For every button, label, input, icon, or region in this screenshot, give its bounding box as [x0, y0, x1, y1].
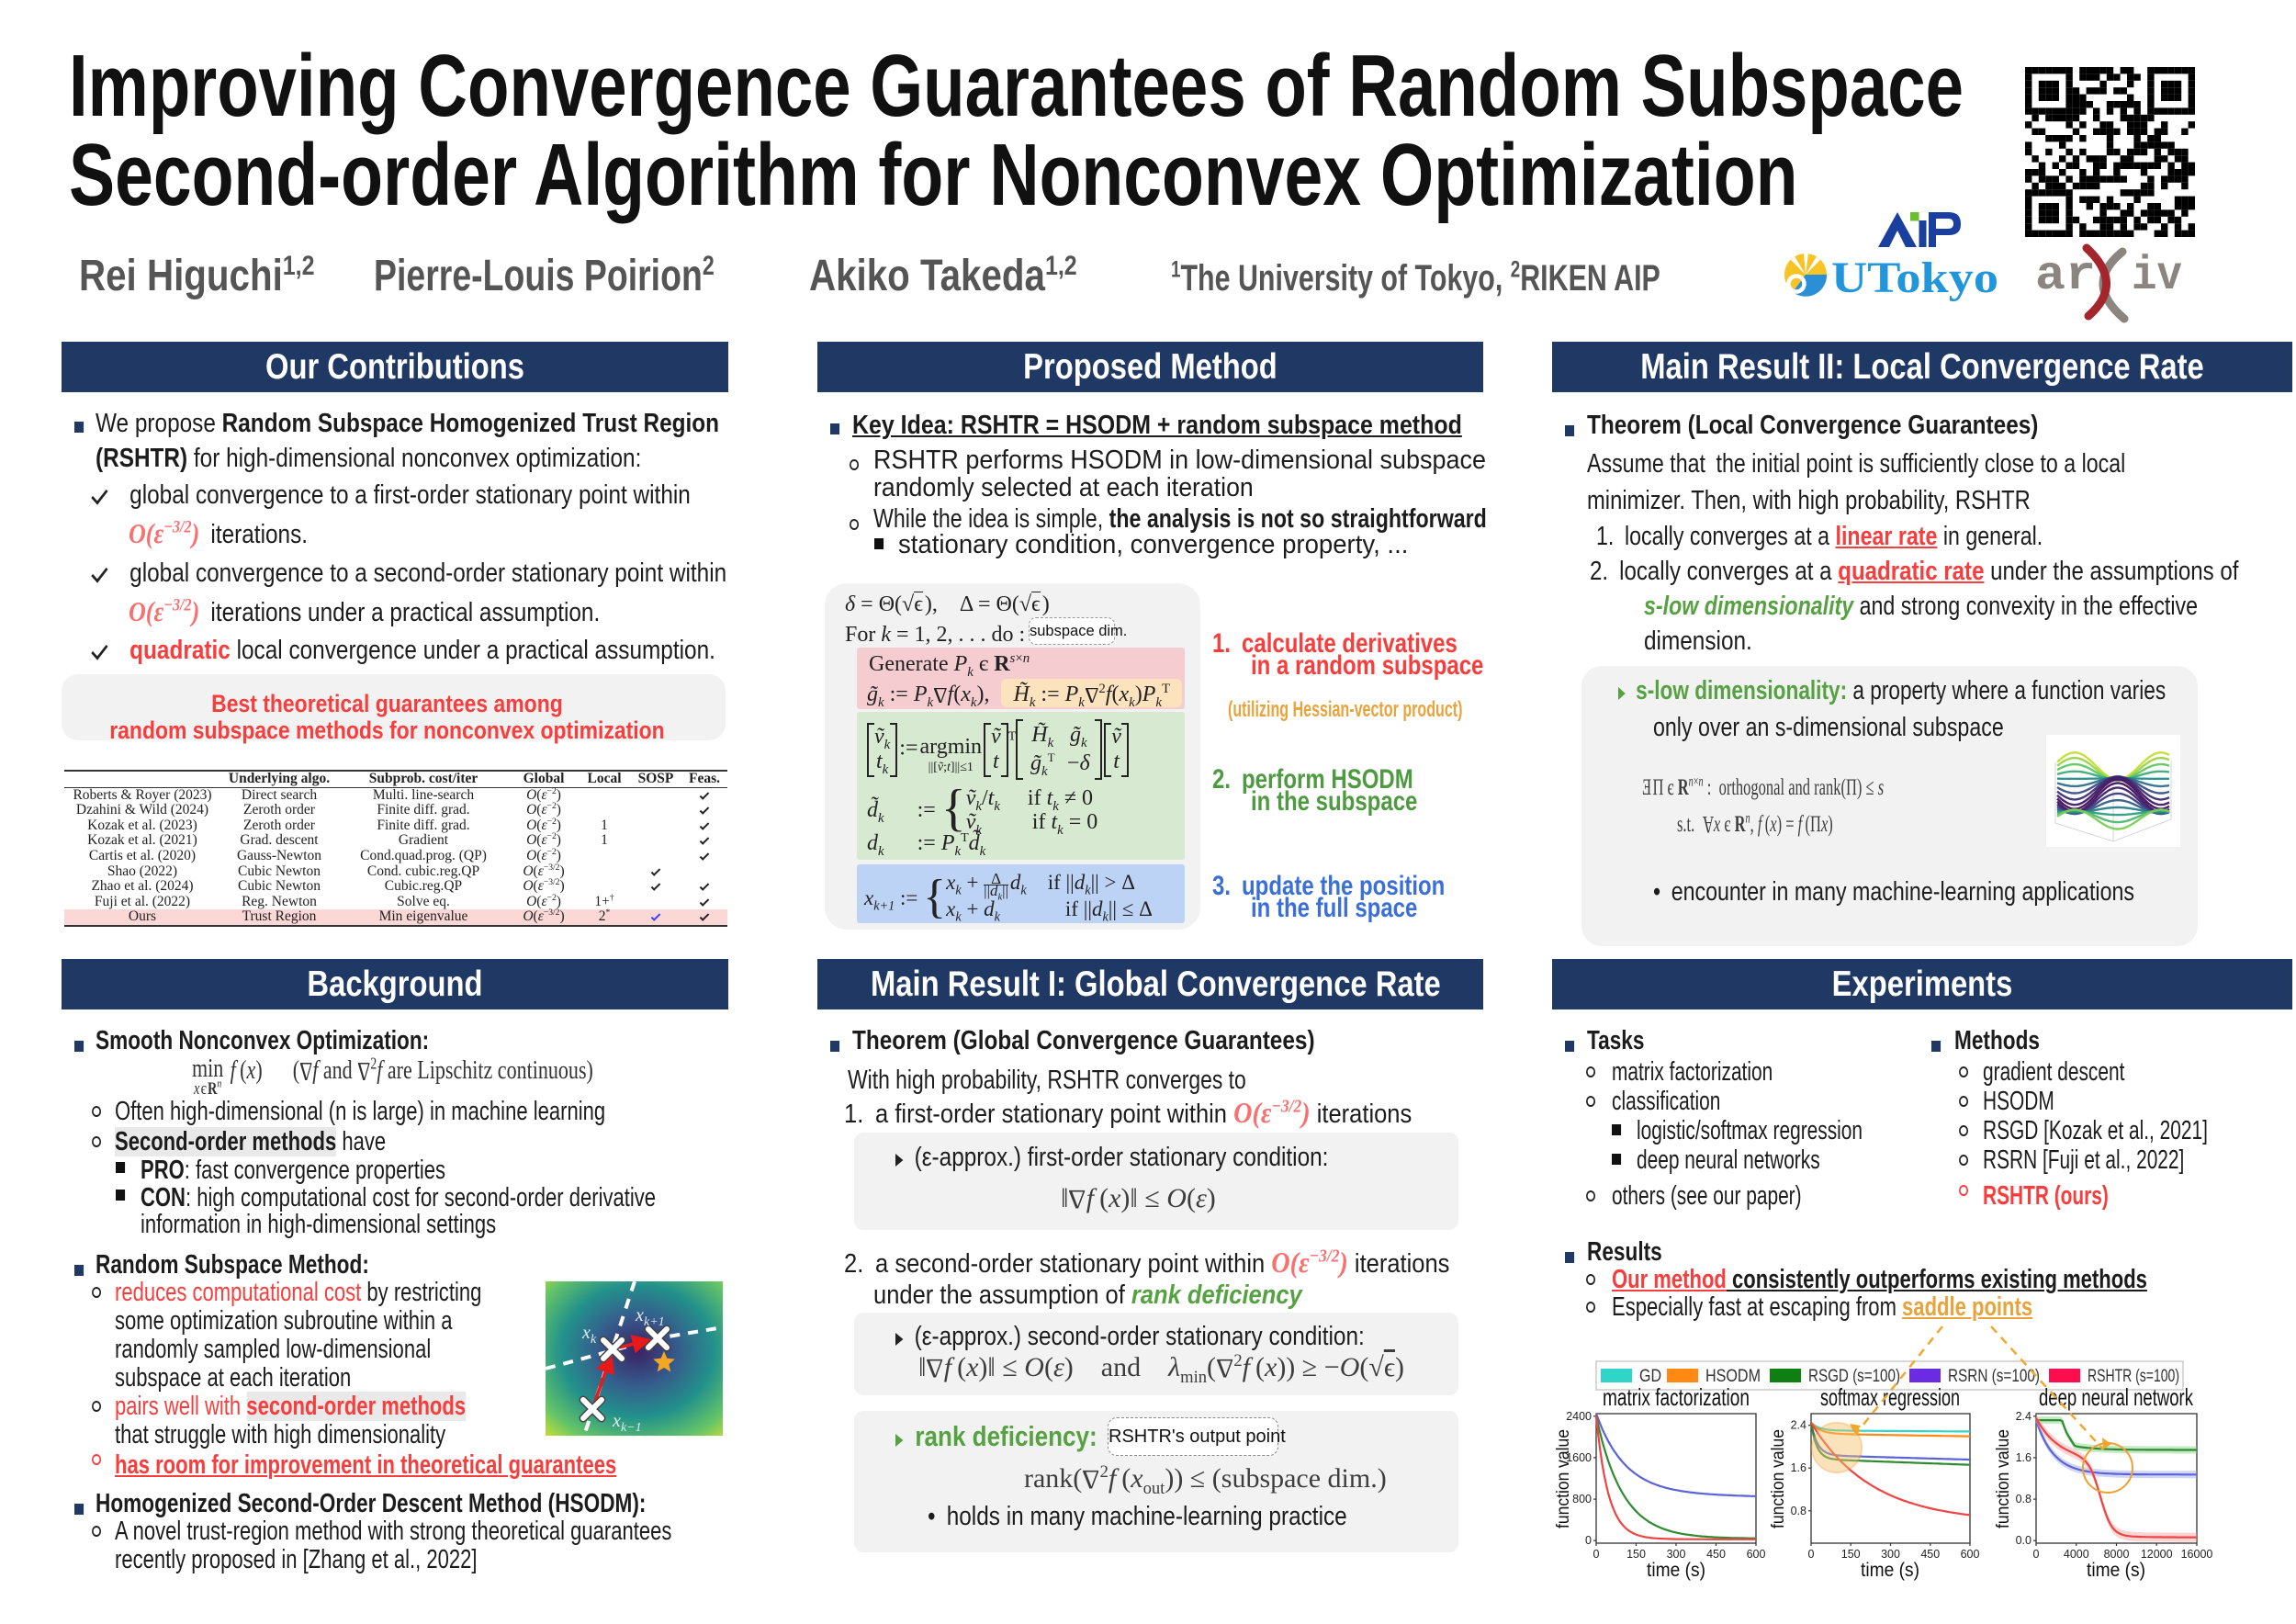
svg-text:time (s): time (s) — [1647, 1560, 1705, 1581]
svg-text:2.4: 2.4 — [2016, 1410, 2032, 1423]
svg-text:function value: function value — [1769, 1429, 1788, 1528]
svg-text:1600: 1600 — [1566, 1451, 1592, 1464]
svg-text:HSODM: HSODM — [1705, 1367, 1761, 1386]
svg-text:RSGD (s=100): RSGD (s=100) — [1808, 1367, 1900, 1386]
svg-text:0.0: 0.0 — [2016, 1534, 2032, 1547]
svg-text:8000: 8000 — [2104, 1548, 2130, 1561]
svg-text:time (s): time (s) — [2087, 1560, 2145, 1581]
svg-text:function value: function value — [1554, 1429, 1573, 1528]
svg-text:150: 150 — [1626, 1548, 1646, 1561]
svg-text:800: 800 — [1572, 1493, 1592, 1506]
svg-text:x: x — [635, 1305, 644, 1325]
svg-text:600: 600 — [1961, 1548, 1980, 1561]
svg-text:k+1: k+1 — [644, 1315, 665, 1329]
svg-text:300: 300 — [1667, 1548, 1686, 1561]
svg-text:300: 300 — [1881, 1548, 1900, 1561]
svg-text:450: 450 — [1920, 1548, 1940, 1561]
svg-text:0: 0 — [1808, 1548, 1815, 1561]
svg-text:RSRN (s=100): RSRN (s=100) — [1948, 1367, 2040, 1386]
svg-text:16000: 16000 — [2181, 1548, 2213, 1561]
svg-text:GD: GD — [1639, 1367, 1661, 1386]
svg-text:1.6: 1.6 — [1791, 1461, 1806, 1474]
svg-text:time (s): time (s) — [1861, 1560, 1919, 1581]
svg-text:450: 450 — [1706, 1548, 1726, 1561]
svg-text:0.8: 0.8 — [1791, 1505, 1806, 1517]
svg-text:k: k — [591, 1333, 597, 1347]
svg-text:UTokyo: UTokyo — [1831, 254, 1998, 302]
svg-text:0: 0 — [1593, 1548, 1600, 1561]
svg-text:deep neural network: deep neural network — [2039, 1383, 2194, 1411]
svg-text:softmax regression: softmax regression — [1820, 1383, 1960, 1411]
svg-text:RSHTR (s=100): RSHTR (s=100) — [2088, 1367, 2179, 1386]
svg-text:0: 0 — [2033, 1548, 2040, 1561]
svg-text:x: x — [581, 1323, 591, 1343]
svg-text:12000: 12000 — [2141, 1548, 2173, 1561]
svg-text:ar: ar — [2035, 249, 2096, 303]
svg-text:0: 0 — [1585, 1534, 1592, 1547]
svg-text:k−1: k−1 — [621, 1421, 642, 1435]
svg-text:150: 150 — [1841, 1548, 1861, 1561]
svg-text:4000: 4000 — [2064, 1548, 2089, 1561]
svg-text:iv: iv — [2132, 249, 2182, 303]
svg-text:x: x — [612, 1411, 621, 1431]
svg-text:1.6: 1.6 — [2016, 1451, 2032, 1464]
svg-text:function value: function value — [1994, 1429, 2013, 1528]
svg-text:2.4: 2.4 — [1791, 1419, 1806, 1432]
svg-text:matrix factorization: matrix factorization — [1603, 1383, 1750, 1411]
svg-text:600: 600 — [1747, 1548, 1766, 1561]
svg-text:2400: 2400 — [1566, 1410, 1592, 1423]
svg-text:0.8: 0.8 — [2016, 1493, 2032, 1506]
